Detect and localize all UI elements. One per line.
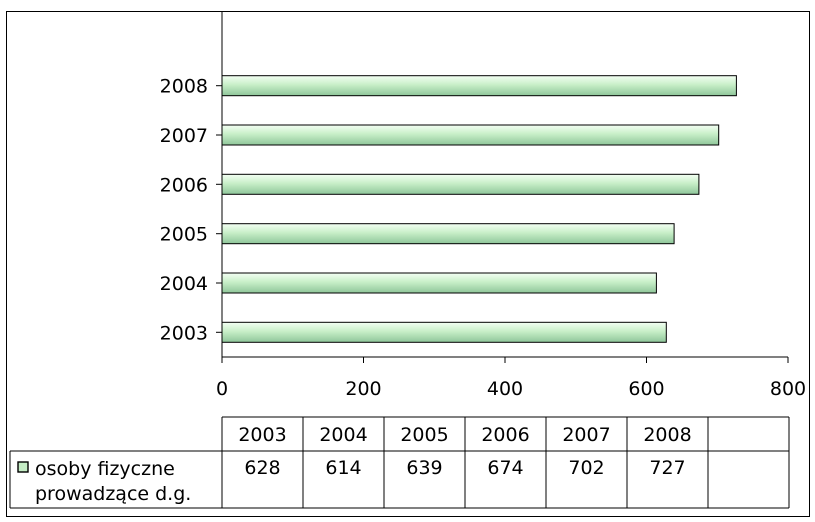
table-value-2006: 674 <box>487 457 523 479</box>
x-tick-label-0: 0 <box>216 378 228 400</box>
y-tick-label-2008: 2008 <box>160 76 208 98</box>
bar-2008 <box>221 75 737 97</box>
table-header-2004: 2004 <box>319 424 367 446</box>
bar-2006 <box>221 173 700 195</box>
y-tick-label-2005: 2005 <box>160 224 208 246</box>
chart-frame <box>6 11 810 517</box>
legend-swatch <box>17 461 29 473</box>
data-table: 2003 628 2004 614 2005 639 2006 674 2007 702 2008 7… <box>9 416 790 509</box>
bar-2004 <box>221 272 657 294</box>
legend-label-line-2: prowadzące d.g. <box>35 483 191 505</box>
y-tick-label-2003: 2003 <box>160 322 208 344</box>
legend-label-line-1: osoby fizyczne <box>35 458 175 480</box>
x-tick-label-400: 400 <box>487 378 523 400</box>
y-tick-label-2007: 2007 <box>160 125 208 147</box>
y-tick-label-2006: 2006 <box>160 174 208 196</box>
bar-2005 <box>221 223 675 245</box>
table-header-2006: 2006 <box>481 424 529 446</box>
x-tick-label-600: 600 <box>628 378 664 400</box>
table-value-2004: 614 <box>325 457 361 479</box>
table-header-2003: 2003 <box>238 424 286 446</box>
table-value-2007: 702 <box>568 457 604 479</box>
table-value-2008: 727 <box>649 457 685 479</box>
table-value-2005: 639 <box>406 457 442 479</box>
x-tick-label-800: 800 <box>770 378 806 400</box>
plot-area: 2003 2004 2005 2006 2007 2008 0 200 400 600 800 <box>160 12 806 400</box>
table-value-2003: 628 <box>244 457 280 479</box>
bar-2003 <box>221 321 667 343</box>
bar-2007 <box>221 124 720 146</box>
table-header-2008: 2008 <box>643 424 691 446</box>
y-tick-label-2004: 2004 <box>160 273 208 295</box>
x-tick-label-200: 200 <box>345 378 381 400</box>
table-header-2005: 2005 <box>400 424 448 446</box>
table-header-2007: 2007 <box>562 424 610 446</box>
